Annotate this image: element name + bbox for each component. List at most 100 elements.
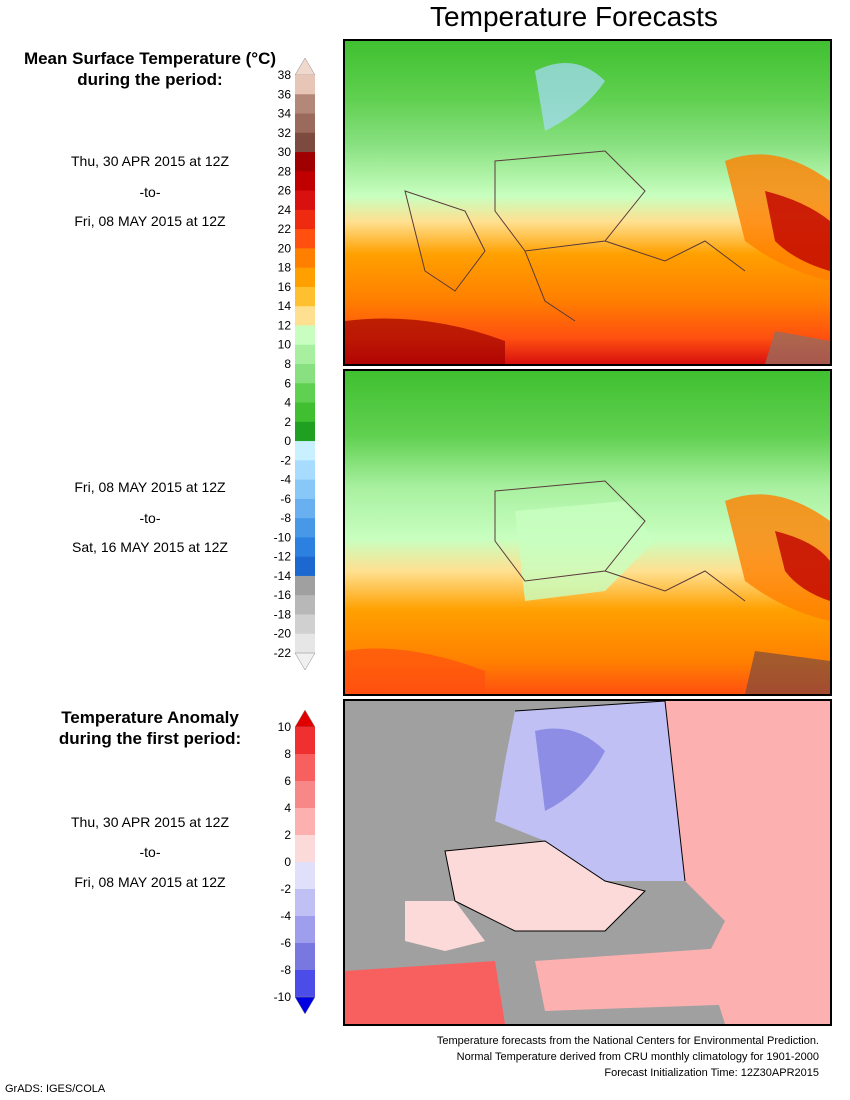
temperature-scale-swatch [295,441,315,461]
temperature-anomaly-map-image [345,701,830,1024]
temperature-scale-tick-label: -10 [274,530,292,544]
grads-credit: GrADS: IGES/COLA [5,1083,106,1095]
temperature-scale-swatch [295,132,315,153]
temperature-scale-tick-label: 36 [278,87,292,101]
temperature-map-period1-image [345,41,830,364]
footer-notes: Temperature forecasts from the National … [437,1033,819,1081]
anomaly-scale-tick-label: 2 [284,828,291,842]
anomaly-scale-tick-label: -6 [280,936,291,950]
mean-temp-heading-line1: Mean Surface Temperature (°C) [23,49,277,68]
temperature-scale-tick-label: -16 [274,588,292,602]
anomaly-scale-tick-label: -8 [280,963,291,977]
temperature-scale-tick-label: -20 [274,627,292,641]
anomaly-scale-swatch [295,970,315,998]
temperature-scale-tick-label: 22 [278,222,292,236]
anomaly-color-scale: 10 8 6 4 2 0 -2 -4 -6 -8 -10 [258,709,320,1015]
period1-start: Thu, 30 APR 2015 at 12Z [71,153,229,169]
anomaly-scale-top-arrow [294,709,316,728]
period2-end: Sat, 16 MAY 2015 at 12Z [72,539,228,555]
temperature-map-period2-image [345,371,830,694]
temperature-scale-tick-label: -22 [274,646,292,660]
period1-end: Fri, 08 MAY 2015 at 12Z [74,213,226,229]
temperature-scale-tick-label: 0 [284,434,291,448]
anomaly-scale-swatch [295,781,315,809]
anomaly-scale-swatch [295,727,315,755]
anomaly-scale-bottom-arrow [294,996,316,1015]
anomaly-scale-tick-label: -2 [280,882,291,896]
temperature-scale-tick-label: -8 [280,511,291,525]
anomaly-scale-tick-label: 8 [284,747,291,761]
temperature-scale-swatch [295,364,315,384]
temperature-scale-tick-label: 32 [278,126,292,140]
temperature-scale-swatch [295,209,315,230]
temperature-scale-tick-label: 2 [284,415,291,429]
temperature-scale-tick-label: 18 [278,261,292,275]
temperature-scale-tick-label: 34 [278,107,292,121]
anomaly-scale-swatch [295,754,315,782]
temperature-scale-swatch [295,537,315,558]
temperature-scale-swatch [295,94,315,115]
temperature-scale-swatch [295,479,315,500]
temperature-scale-swatch [295,229,315,249]
temperature-scale-tick-label: -18 [274,607,292,621]
temperature-scale-swatch [295,267,315,288]
temperature-scale-swatch [295,306,315,326]
anomaly-scale-swatch [295,862,315,890]
temperature-scale-tick-label: -6 [280,492,291,506]
temperature-scale-swatch [295,633,315,654]
temperature-scale-swatch [295,498,315,519]
temperature-scale-swatch [295,286,315,307]
period2-start: Fri, 08 MAY 2015 at 12Z [74,479,226,495]
anomaly-scale-bar: 10 8 6 4 2 0 -2 -4 -6 -8 -10 [274,709,316,1015]
temperature-scale-swatch [295,556,315,577]
anomaly-scale-swatch [295,889,315,917]
temperature-scale-swatch [295,325,315,346]
temperature-map-period1 [343,39,832,366]
anomaly-scale-tick-label: 10 [278,720,292,734]
temperature-scale-tick-label: 14 [278,299,292,313]
footer-line2: Normal Temperature derived from CRU mont… [456,1051,819,1063]
temperature-scale-swatch [295,248,315,269]
anomaly-period-end: Fri, 08 MAY 2015 at 12Z [74,874,226,890]
anomaly-scale-tick-label: -10 [274,990,292,1004]
anomaly-scale-tick-label: 6 [284,774,291,788]
footer-line3: Forecast Initialization Time: 12Z30APR20… [604,1067,819,1079]
temperature-scale-tick-label: 26 [278,184,292,198]
anomaly-heading-line2: during the first period: [58,729,242,748]
temperature-scale-swatch [295,113,315,134]
temperature-scale-swatch [295,575,315,596]
anomaly-scale-swatch [295,916,315,944]
period1-separator: -to- [139,184,161,200]
period2-separator: -to- [139,510,161,526]
temperature-scale-swatch [295,171,315,192]
temperature-scale-tick-label: 8 [284,357,291,371]
temperature-color-scale: 38 36 34 32 30 28 26 24 22 20 18 16 14 12 10 8 6 4 2 0 -2 -4-… [258,57,320,671]
temperature-scale-swatch [295,75,315,95]
temperature-scale-swatch [295,595,315,615]
temperature-scale-swatch [295,152,315,172]
temperature-scale-swatch [295,614,315,635]
anomaly-scale-tick-label: 0 [284,855,291,869]
temperature-map-period2 [343,369,832,696]
temperature-scale-tick-label: -4 [280,473,291,487]
temperature-scale-tick-label: 24 [278,203,292,217]
temperature-scale-swatch [295,383,315,404]
anomaly-heading-line1: Temperature Anomaly [61,708,239,727]
temperature-scale-tick-label: -12 [274,550,292,564]
temperature-scale-top-arrow [294,57,316,76]
temperature-scale-tick-label: 16 [278,280,292,294]
temperature-scale-swatch [295,421,315,442]
anomaly-scale-tick-label: -4 [280,909,291,923]
anomaly-scale-tick-label: 4 [284,801,291,815]
temperature-scale-tick-label: 4 [284,396,291,410]
temperature-scale-swatch [295,402,315,423]
anomaly-period-separator: -to- [139,844,161,860]
temperature-scale-bar: 38363432302826242220181614121086420-2-4-… [274,57,316,671]
temperature-anomaly-map [343,699,832,1026]
anomaly-scale-swatch [295,943,315,971]
temperature-scale-tick-label: 10 [278,338,292,352]
temperature-scale-swatch [295,344,315,365]
temperature-scale-swatch [295,518,315,538]
temperature-scale-tick-label: 6 [284,376,291,390]
temperature-scale-tick-label: 30 [278,145,292,159]
